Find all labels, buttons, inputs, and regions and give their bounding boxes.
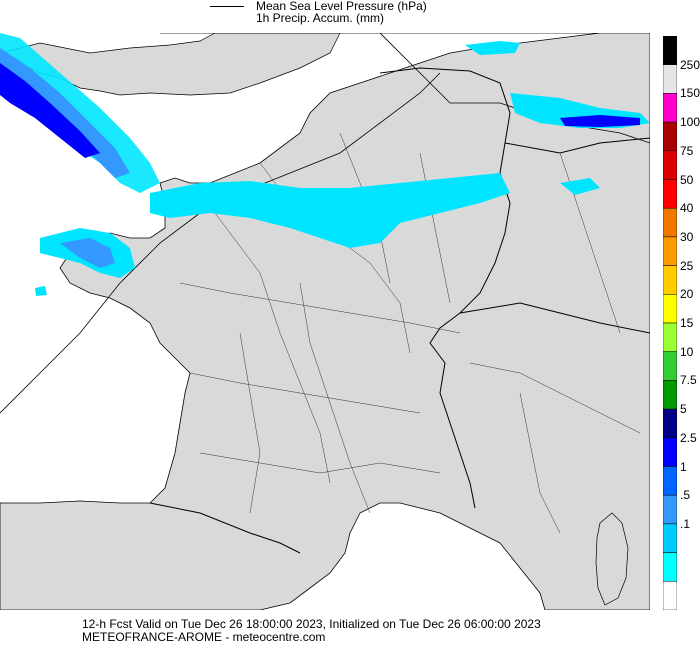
colorbar-swatch — [663, 380, 677, 410]
pressure-line-sample — [210, 6, 244, 7]
colorbar-tick-label: 1 — [680, 459, 687, 474]
colorbar-tick-label: 150 — [680, 86, 700, 101]
colorbar-swatch — [663, 121, 677, 152]
colorbar-swatch — [663, 179, 677, 209]
colorbar-swatch — [663, 351, 677, 381]
colorbar-swatch — [663, 581, 677, 610]
model-source-text: METEOFRANCE-AROME - meteocentre.com — [82, 630, 326, 644]
colorbar-tick-label: 75 — [680, 143, 694, 158]
colorbar-swatch — [663, 207, 677, 238]
colorbar-swatch — [663, 523, 677, 553]
colorbar-swatch — [663, 150, 677, 180]
precip-heavy-uk-band — [0, 63, 100, 158]
land-corsica — [595, 512, 629, 606]
colorbar-tick-label: 20 — [680, 287, 694, 302]
colorbar-tick-label: 15 — [680, 316, 694, 330]
forecast-map — [0, 33, 650, 610]
forecast-validity-text: 12-h Fcst Valid on Tue Dec 26 18:00:00 2… — [82, 617, 541, 631]
colorbar-tick-label: 50 — [680, 172, 694, 187]
precipitation-areas — [0, 33, 650, 296]
precip-light-channel — [150, 173, 510, 248]
precip-light-small-1 — [465, 41, 520, 55]
colorbar-swatch — [663, 466, 677, 496]
colorbar-swatch — [663, 64, 677, 94]
colorbar-tick-label: 25 — [680, 258, 694, 273]
precip-mid-uk-band — [0, 48, 130, 178]
precip-light-small-3 — [35, 286, 47, 296]
precip-mid-brittany — [60, 238, 115, 268]
country-borders — [149, 67, 650, 554]
colorbar-swatches — [663, 36, 677, 610]
colorbar-swatch — [663, 236, 677, 266]
colorbar-tick-label: 250 — [680, 57, 700, 72]
regional-boundaries — [179, 132, 641, 534]
colorbar-swatch — [663, 294, 677, 324]
colorbar-swatch — [663, 437, 677, 467]
colorbar-swatch — [663, 408, 677, 439]
colorbar-tick-label: 5 — [680, 402, 687, 417]
colorbar-tick-label: .1 — [680, 516, 691, 531]
pressure-legend-label: Mean Sea Level Pressure (hPa) — [256, 0, 427, 13]
colorbar-tick-label: 100 — [680, 115, 700, 130]
colorbar-tick-label: 40 — [680, 201, 694, 216]
precip-legend-label: 1h Precip. Accum. (mm) — [256, 11, 385, 25]
precip-light-small-2 — [560, 178, 600, 195]
colorbar-swatch — [663, 36, 677, 65]
colorbar-tick-label: .5 — [680, 488, 691, 503]
colorbar-tick-label: 30 — [680, 229, 694, 244]
colorbar-swatch — [663, 552, 677, 582]
colorbar-swatch — [663, 265, 677, 295]
colorbar-tick-label: 7.5 — [680, 373, 697, 388]
colorbar-tick-label: 2.5 — [680, 430, 697, 445]
precip-heavy-northeast — [560, 115, 640, 127]
colorbar-swatch — [663, 322, 677, 352]
colorbar-swatch — [663, 93, 677, 123]
colorbar-tick-label: 10 — [680, 344, 694, 359]
legend-header: Mean Sea Level Pressure (hPa) 1h Precip.… — [210, 0, 510, 30]
colorbar-swatch — [663, 494, 677, 525]
